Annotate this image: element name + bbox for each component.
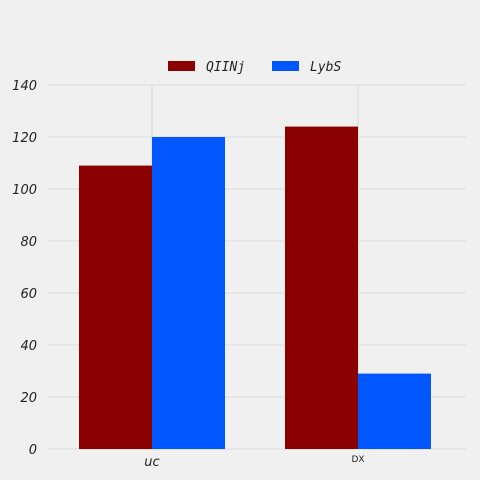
y-tick-label: 60: [20, 287, 37, 302]
y-tick-label: 20: [20, 391, 37, 406]
y-tick-label: 100: [12, 183, 37, 198]
y-tick-label: 40: [20, 339, 37, 354]
x-axis: uc DX: [144, 455, 364, 470]
bar-QIINj-uc: [79, 165, 152, 449]
x-tick-label: DX: [351, 455, 364, 465]
legend-swatch-QIINj: [168, 61, 195, 71]
legend-swatch-LybS: [272, 61, 299, 71]
y-axis: 0 20 40 60 80 100 120 140: [12, 79, 37, 458]
y-tick-label: 80: [20, 235, 37, 250]
legend-label-QIINj: QIINj: [206, 60, 245, 75]
x-tick-label: uc: [144, 455, 159, 470]
bar-QIINj-DX: [285, 126, 358, 449]
legend-label-LybS: LybS: [310, 60, 341, 75]
y-tick-label: 140: [12, 79, 37, 94]
bar-LybS-uc: [152, 137, 225, 449]
legend: QIINj LybS: [168, 60, 341, 75]
bars-layer: [79, 126, 431, 449]
y-tick-label: 120: [12, 131, 37, 146]
bar-LybS-DX: [358, 373, 431, 449]
y-tick-label: 0: [29, 443, 37, 458]
